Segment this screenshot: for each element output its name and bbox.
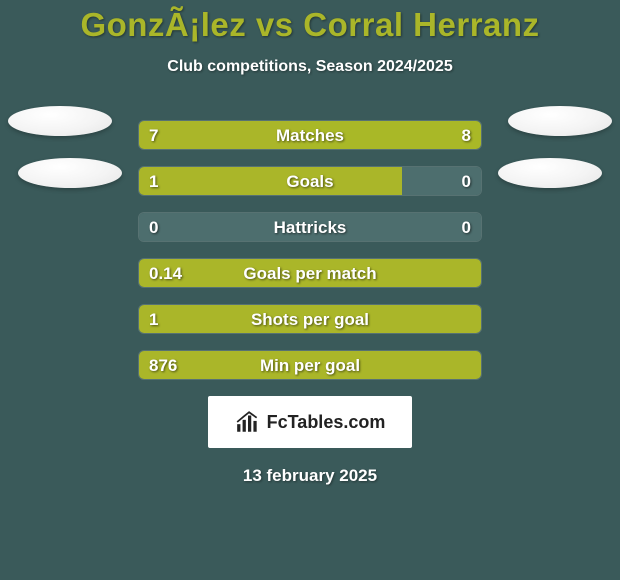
stat-label: Matches	[139, 121, 481, 150]
fctables-logo: FcTables.com	[208, 396, 412, 448]
date-text: 13 february 2025	[0, 466, 620, 486]
stat-label: Goals	[139, 167, 481, 196]
player-left-oval-2	[18, 158, 122, 188]
chart-bars-icon	[235, 409, 261, 435]
player-left-oval-1	[8, 106, 112, 136]
stat-value-right: 0	[462, 167, 471, 196]
stat-row-goals: 1 Goals 0	[138, 166, 482, 196]
stat-value-right: 8	[462, 121, 471, 150]
stat-row-goals-per-match: 0.14 Goals per match	[138, 258, 482, 288]
stat-value-right: 0	[462, 213, 471, 242]
stat-label: Hattricks	[139, 213, 481, 242]
stat-row-matches: 7 Matches 8	[138, 120, 482, 150]
stat-row-shots-per-goal: 1 Shots per goal	[138, 304, 482, 334]
stat-row-min-per-goal: 876 Min per goal	[138, 350, 482, 380]
stats-bars: 7 Matches 8 1 Goals 0 0 Hattricks 0 0.14…	[138, 120, 482, 380]
subtitle: Club competitions, Season 2024/2025	[0, 58, 620, 76]
stats-area: 7 Matches 8 1 Goals 0 0 Hattricks 0 0.14…	[0, 120, 620, 380]
stat-row-hattricks: 0 Hattricks 0	[138, 212, 482, 242]
stat-label: Goals per match	[139, 259, 481, 288]
stat-label: Min per goal	[139, 351, 481, 380]
fctables-logo-text: FcTables.com	[267, 412, 386, 433]
page-title: GonzÃ¡lez vs Corral Herranz	[0, 0, 620, 44]
player-right-oval-1	[508, 106, 612, 136]
player-right-oval-2	[498, 158, 602, 188]
stat-label: Shots per goal	[139, 305, 481, 334]
